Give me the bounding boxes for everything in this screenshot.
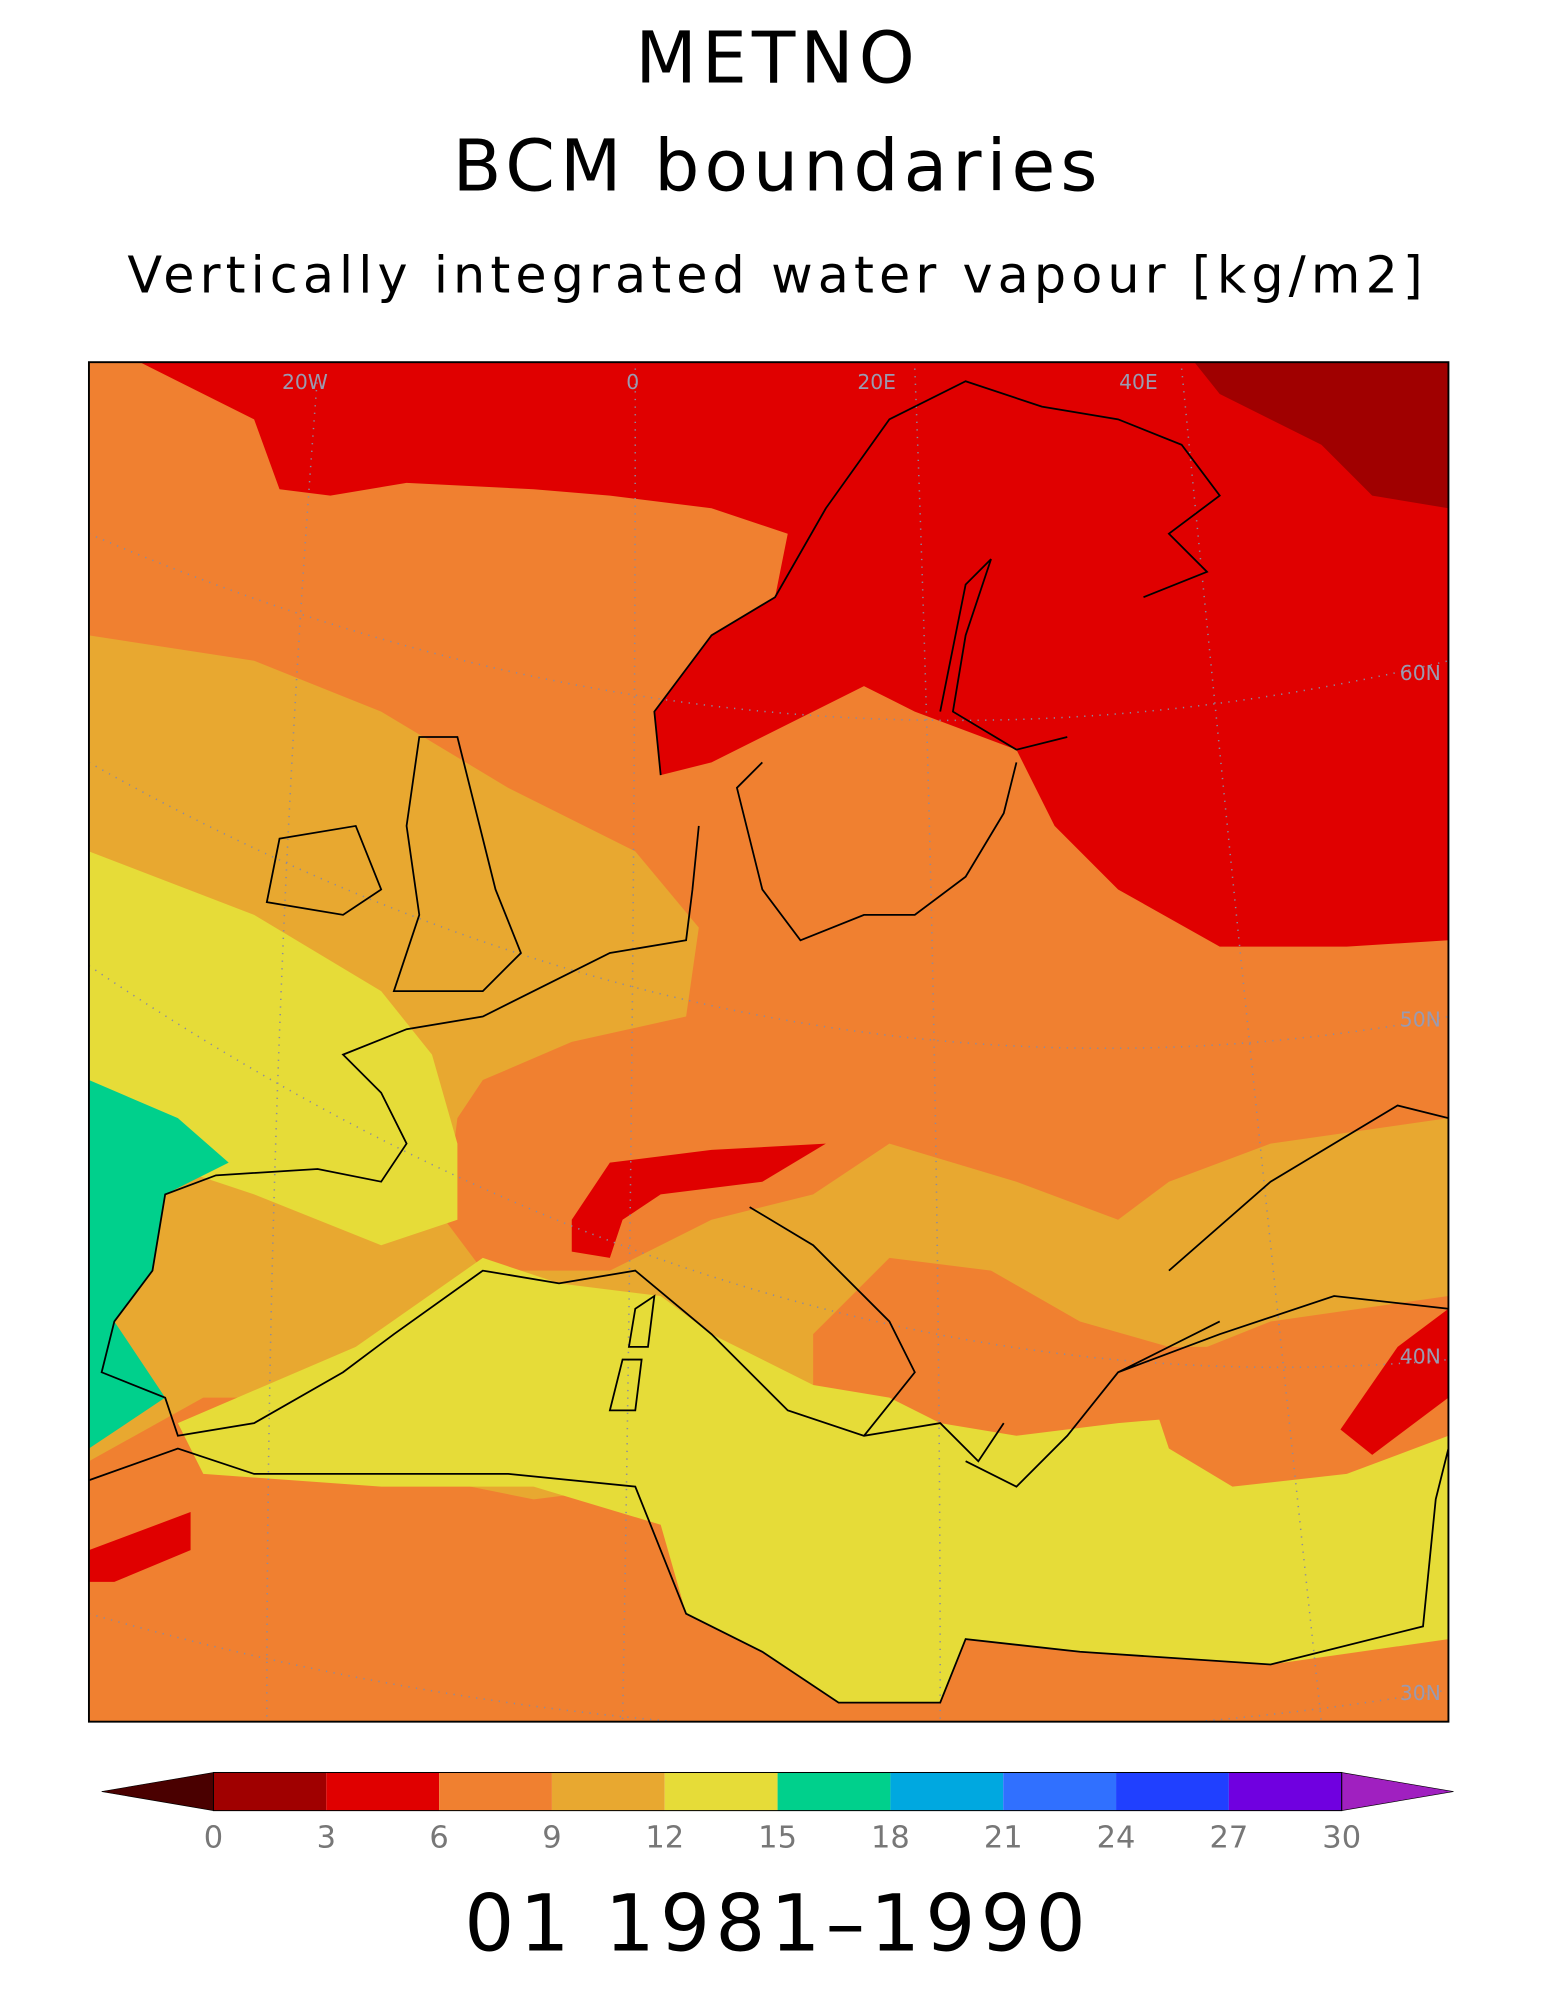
colorbar-bin [1228,1772,1342,1811]
colorbar-tick-label: 6 [429,1820,448,1855]
field-red [1340,1308,1449,1455]
colorbar-bin [890,1772,1004,1811]
colorbar-bin [439,1772,552,1811]
coastline [88,380,1449,1704]
field-green [88,1080,229,1449]
latitude-label: 50N [1400,1008,1441,1032]
colorbar-tick-label: 21 [984,1820,1023,1855]
colorbar-bin [213,1772,327,1811]
colorbar-tick-label: 27 [1209,1820,1248,1855]
footer: 01 1981–1990 [464,1877,1091,1969]
colorbar-tick-label: 30 [1322,1820,1361,1855]
map-frame [87,361,1450,1723]
variable-title: Vertically integrated water vapour [kg/m… [127,245,1427,304]
field-red [139,362,1449,947]
field-red [571,1143,826,1258]
colorbar-tick-label: 3 [317,1820,336,1855]
longitude-label: 20W [282,370,328,394]
colorbar: 0 3 6 9 12 15 18 21 24 27 30 [101,1771,1454,1855]
longitude-label: 20E [857,370,896,394]
colorbar-frame [212,1771,1343,1812]
colorbar-bin [551,1772,665,1811]
colorbar-tick-label: 0 [204,1820,223,1855]
subtitle: BCM boundaries [453,125,1103,208]
colorbar-tick-label: 15 [758,1820,797,1855]
colorbar-bin [664,1772,778,1811]
field-yellow [177,1257,1449,1703]
title: METNO [635,17,919,100]
colorbar-bin [777,1772,891,1811]
field-red [88,1512,191,1582]
field-light-orange [88,635,1449,1500]
latitude-label: 60N [1400,661,1441,685]
colorbar-over [1341,1772,1454,1811]
latitude-label: 40N [1400,1344,1441,1368]
colorbar-bin [1116,1772,1229,1811]
latitude-label: 30N [1400,1681,1441,1705]
longitude-label: 40E [1119,370,1158,394]
colorbar-tick-label: 12 [645,1820,684,1855]
field-dark-red [1194,362,1449,509]
map: 20W 0 20E 40E 60N 50N 40N 30N [87,361,1450,1723]
colorbar-bin [326,1772,440,1811]
colorbar-tick-label: 18 [871,1820,910,1855]
colorbar-under [101,1772,214,1811]
longitude-label: 0 [626,370,639,394]
graticule [88,368,1449,1722]
colorbar-tick-label: 24 [1097,1820,1136,1855]
colorbar-tick-label: 9 [542,1820,561,1855]
colorbar-bin [1003,1772,1117,1811]
